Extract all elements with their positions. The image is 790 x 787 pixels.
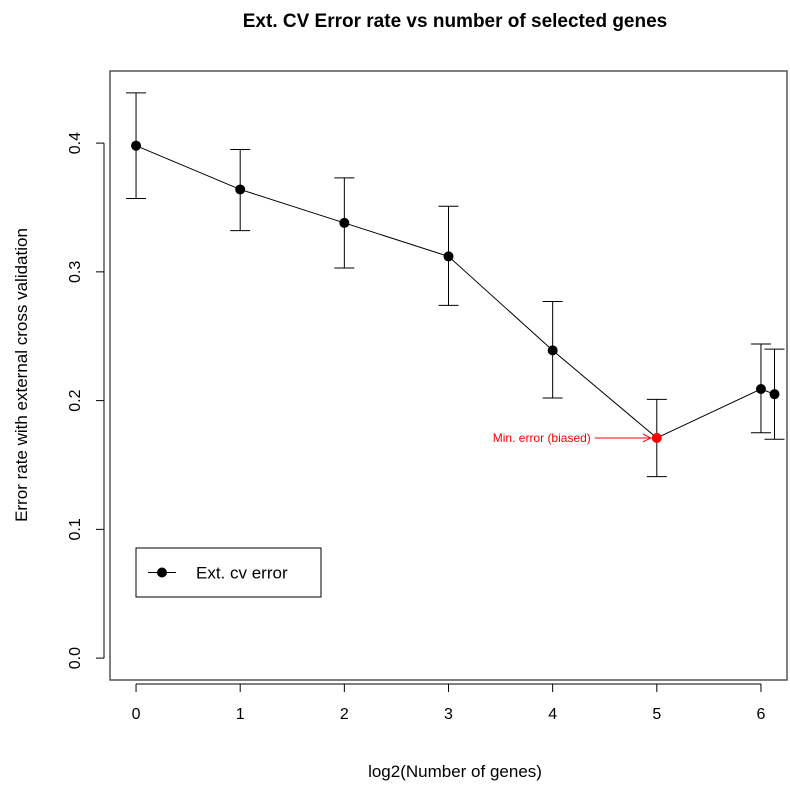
data-point-min	[652, 433, 662, 443]
x-tick-label: 1	[236, 706, 245, 723]
y-axis-label: Error rate with external cross validatio…	[12, 228, 31, 522]
y-axis: 0.0 0.1 0.2 0.3 0.4	[67, 132, 104, 669]
x-axis: 0 1 2 3 4 5 6	[132, 684, 766, 723]
data-point	[770, 389, 780, 399]
legend-label: Ext. cv error	[196, 564, 288, 583]
data-point	[756, 384, 766, 394]
legend: Ext. cv error	[136, 548, 321, 597]
y-tick-label: 0.1	[67, 518, 84, 540]
y-tick-label: 0.3	[67, 261, 84, 283]
y-tick-label: 0.4	[67, 132, 84, 154]
data-point	[339, 218, 349, 228]
chart-title: Ext. CV Error rate vs number of selected…	[243, 11, 668, 32]
legend-marker	[157, 568, 167, 578]
x-tick-label: 0	[132, 706, 141, 723]
x-tick-label: 2	[340, 706, 349, 723]
x-tick-label: 4	[548, 706, 557, 723]
data-point	[444, 251, 454, 261]
y-tick-label: 0.0	[67, 647, 84, 669]
x-tick-label: 6	[757, 706, 766, 723]
data-point	[235, 184, 245, 194]
annotation-label: Min. error (biased)	[493, 431, 591, 445]
data-series	[126, 93, 784, 477]
data-point	[548, 345, 558, 355]
x-tick-label: 5	[652, 706, 661, 723]
series-line	[136, 146, 774, 438]
y-tick-label: 0.2	[67, 389, 84, 411]
x-axis-label: log2(Number of genes)	[368, 762, 542, 781]
x-tick-label: 3	[444, 706, 453, 723]
annotation: Min. error (biased)	[493, 431, 651, 445]
data-point	[131, 141, 141, 151]
